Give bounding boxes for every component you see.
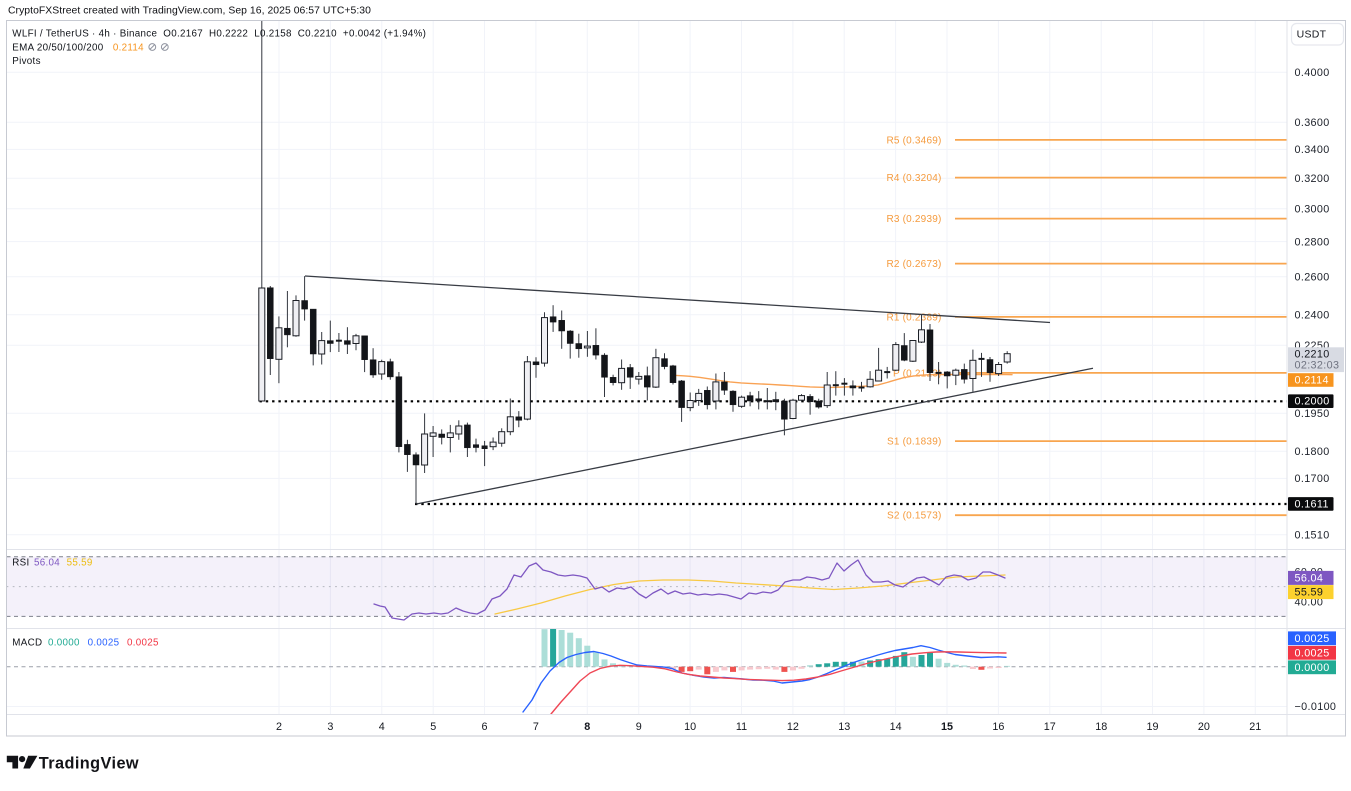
svg-text:0.0000: 0.0000 (1295, 662, 1330, 674)
svg-text:EMA 20/50/100/200: EMA 20/50/100/200 (12, 42, 103, 53)
svg-text:55.59: 55.59 (67, 558, 93, 569)
svg-text:0.2800: 0.2800 (1295, 236, 1330, 248)
svg-text:13: 13 (838, 721, 850, 733)
svg-text:0.0025: 0.0025 (127, 637, 159, 648)
svg-text:0.1700: 0.1700 (1295, 473, 1330, 485)
svg-text:18: 18 (1095, 721, 1107, 733)
svg-text:R2 (0.2673): R2 (0.2673) (886, 259, 941, 270)
svg-text:40.00: 40.00 (1295, 596, 1324, 608)
svg-text:56.04: 56.04 (1295, 572, 1324, 584)
svg-text:3: 3 (327, 721, 333, 733)
svg-text:R5 (0.3469): R5 (0.3469) (886, 135, 941, 146)
svg-text:14: 14 (890, 721, 902, 733)
svg-text:17: 17 (1044, 721, 1056, 733)
svg-text:0.2000: 0.2000 (1295, 396, 1330, 408)
svg-text:R4 (0.3204): R4 (0.3204) (886, 173, 941, 184)
svg-text:0.0025: 0.0025 (1295, 647, 1330, 659)
svg-text:0.2600: 0.2600 (1295, 271, 1330, 283)
svg-text:20: 20 (1198, 721, 1210, 733)
svg-text:5: 5 (430, 721, 436, 733)
svg-text:0.2114: 0.2114 (113, 42, 144, 53)
svg-text:11: 11 (736, 721, 747, 733)
svg-text:21: 21 (1249, 721, 1261, 733)
svg-text:9: 9 (636, 721, 642, 733)
svg-text:02:32:03: 02:32:03 (1295, 360, 1340, 372)
svg-text:P (0.2123): P (0.2123) (893, 368, 942, 379)
svg-text:0.4000: 0.4000 (1295, 67, 1330, 79)
svg-text:10: 10 (684, 721, 696, 733)
svg-text:0.2210: 0.2210 (1295, 349, 1330, 361)
svg-text:TradingView: TradingView (39, 754, 139, 772)
svg-text:15: 15 (941, 721, 953, 733)
svg-text:WLFI / TetherUS · 4h · Binance: WLFI / TetherUS · 4h · Binance O0.2167 H… (12, 28, 426, 39)
svg-text:S1 (0.1839): S1 (0.1839) (887, 437, 941, 448)
svg-text:12: 12 (787, 721, 799, 733)
svg-text:0.3400: 0.3400 (1295, 144, 1330, 156)
svg-text:R1 (0.2389): R1 (0.2389) (886, 312, 941, 323)
svg-text:−0.0100: −0.0100 (1295, 701, 1337, 713)
svg-text:0.3000: 0.3000 (1295, 204, 1330, 216)
svg-text:8: 8 (584, 721, 590, 733)
svg-text:2: 2 (276, 721, 282, 733)
svg-text:56.04: 56.04 (34, 558, 60, 569)
svg-text:0.3600: 0.3600 (1295, 117, 1330, 129)
svg-text:0.1510: 0.1510 (1295, 529, 1330, 541)
svg-text:RSI: RSI (12, 558, 29, 569)
svg-text:MACD: MACD (12, 637, 42, 648)
svg-text:19: 19 (1146, 721, 1158, 733)
svg-text:0.3200: 0.3200 (1295, 173, 1330, 185)
svg-text:4: 4 (379, 721, 385, 733)
svg-text:0.0025: 0.0025 (88, 637, 120, 648)
svg-text:S2 (0.1573): S2 (0.1573) (887, 511, 941, 522)
svg-text:0.2400: 0.2400 (1295, 309, 1330, 321)
svg-text:R3 (0.2939): R3 (0.2939) (886, 214, 941, 225)
svg-text:16: 16 (992, 721, 1004, 733)
svg-text:0.1950: 0.1950 (1295, 408, 1330, 420)
svg-text:0.0025: 0.0025 (1295, 633, 1330, 645)
svg-text:Pivots: Pivots (12, 56, 40, 67)
svg-text:CryptoFXStreet created with Tr: CryptoFXStreet created with TradingView.… (8, 6, 371, 17)
svg-text:55.59: 55.59 (1295, 587, 1324, 599)
svg-text:0.2114: 0.2114 (1295, 375, 1329, 387)
svg-text:0.1800: 0.1800 (1295, 446, 1330, 458)
svg-text:0.0000: 0.0000 (48, 637, 80, 648)
svg-text:USDT: USDT (1297, 28, 1327, 40)
svg-text:6: 6 (481, 721, 487, 733)
svg-text:0.1611: 0.1611 (1295, 498, 1329, 510)
svg-text:7: 7 (533, 721, 539, 733)
